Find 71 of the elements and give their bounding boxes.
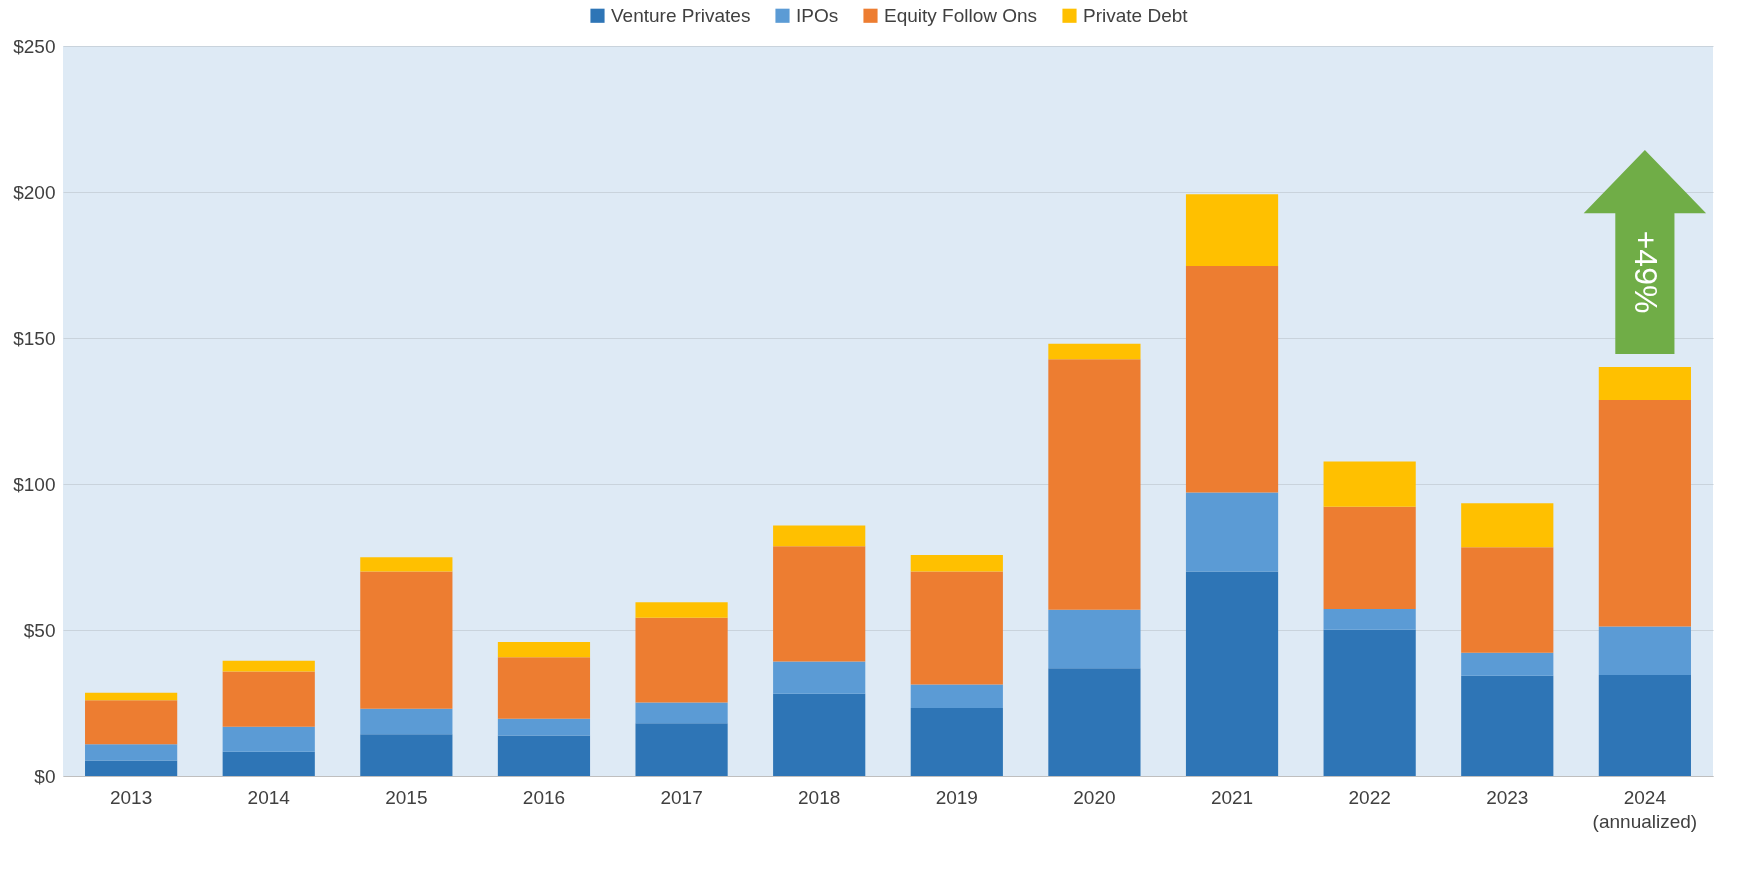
- bar: [1185, 194, 1279, 266]
- bar: [360, 557, 453, 572]
- bar: [222, 660, 315, 672]
- bar: [1598, 366, 1691, 400]
- x-tick-label: 2014: [247, 786, 291, 808]
- x-tick-label: 2017: [660, 786, 703, 808]
- legend-label: Venture Privates: [611, 4, 751, 26]
- bar: [1461, 503, 1554, 548]
- bar: [222, 751, 315, 776]
- y-tick-label: $200: [13, 181, 56, 203]
- bar: [1323, 629, 1416, 776]
- bar: [910, 571, 1003, 685]
- bar: [1048, 609, 1141, 669]
- bar: [635, 702, 728, 724]
- bar: [1461, 547, 1554, 653]
- bar: [1185, 265, 1279, 493]
- bar: [1461, 675, 1554, 776]
- bar: [773, 546, 866, 662]
- bar: [910, 684, 1003, 708]
- x-tick-label: 2024 (annualized): [1592, 786, 1698, 832]
- bar: [1323, 461, 1416, 507]
- x-tick-label: 2019: [935, 786, 978, 808]
- bar: [1323, 506, 1416, 609]
- bar: [635, 602, 728, 618]
- bar: [85, 760, 178, 776]
- bar: [1323, 608, 1416, 630]
- bar: [85, 744, 178, 761]
- bar: [497, 718, 591, 736]
- x-tick-label: 2013: [109, 786, 153, 808]
- legend-label: Private Debt: [1083, 4, 1189, 26]
- bar: [1598, 626, 1691, 675]
- bar: [910, 707, 1003, 776]
- bar: [773, 525, 866, 547]
- bar: [85, 700, 178, 745]
- x-tick-label: 2018: [798, 786, 841, 808]
- bar: [1048, 343, 1141, 360]
- bar: [773, 693, 866, 776]
- bar: [1461, 652, 1554, 676]
- x-tick-label: 2015: [385, 786, 428, 808]
- y-tick-label: $0: [34, 765, 56, 787]
- bar: [773, 661, 866, 694]
- bar: [635, 723, 728, 776]
- x-tick-label: 2022: [1348, 786, 1391, 808]
- bar: [1185, 571, 1279, 776]
- bar: [1598, 399, 1691, 627]
- bar: [222, 671, 315, 727]
- bar: [497, 657, 591, 719]
- legend-label: IPOs: [796, 4, 839, 26]
- x-tick-label: 2023: [1486, 786, 1529, 808]
- legend-label: Equity Follow Ons: [884, 4, 1038, 26]
- bar: [85, 692, 178, 701]
- bar: [635, 617, 728, 703]
- bar: [1048, 668, 1141, 776]
- x-tick-label: 2016: [522, 786, 566, 808]
- bar: [910, 554, 1003, 572]
- bar: [497, 641, 591, 658]
- bar: [360, 708, 453, 735]
- bar: [360, 734, 453, 776]
- x-tick-label: 2021: [1210, 786, 1254, 808]
- x-tick-label: 2020: [1073, 786, 1116, 808]
- y-tick-label: $100: [13, 473, 56, 495]
- y-tick-label: $250: [13, 35, 56, 57]
- annotation: +49%: [1627, 230, 1664, 314]
- bar: [222, 726, 315, 752]
- bar: [1598, 674, 1691, 776]
- bar: [360, 571, 453, 709]
- y-tick-label: $150: [13, 327, 56, 349]
- bar: [1048, 359, 1141, 610]
- y-tick-label: $50: [23, 619, 56, 641]
- bar: [1185, 492, 1279, 572]
- bar: [497, 735, 591, 776]
